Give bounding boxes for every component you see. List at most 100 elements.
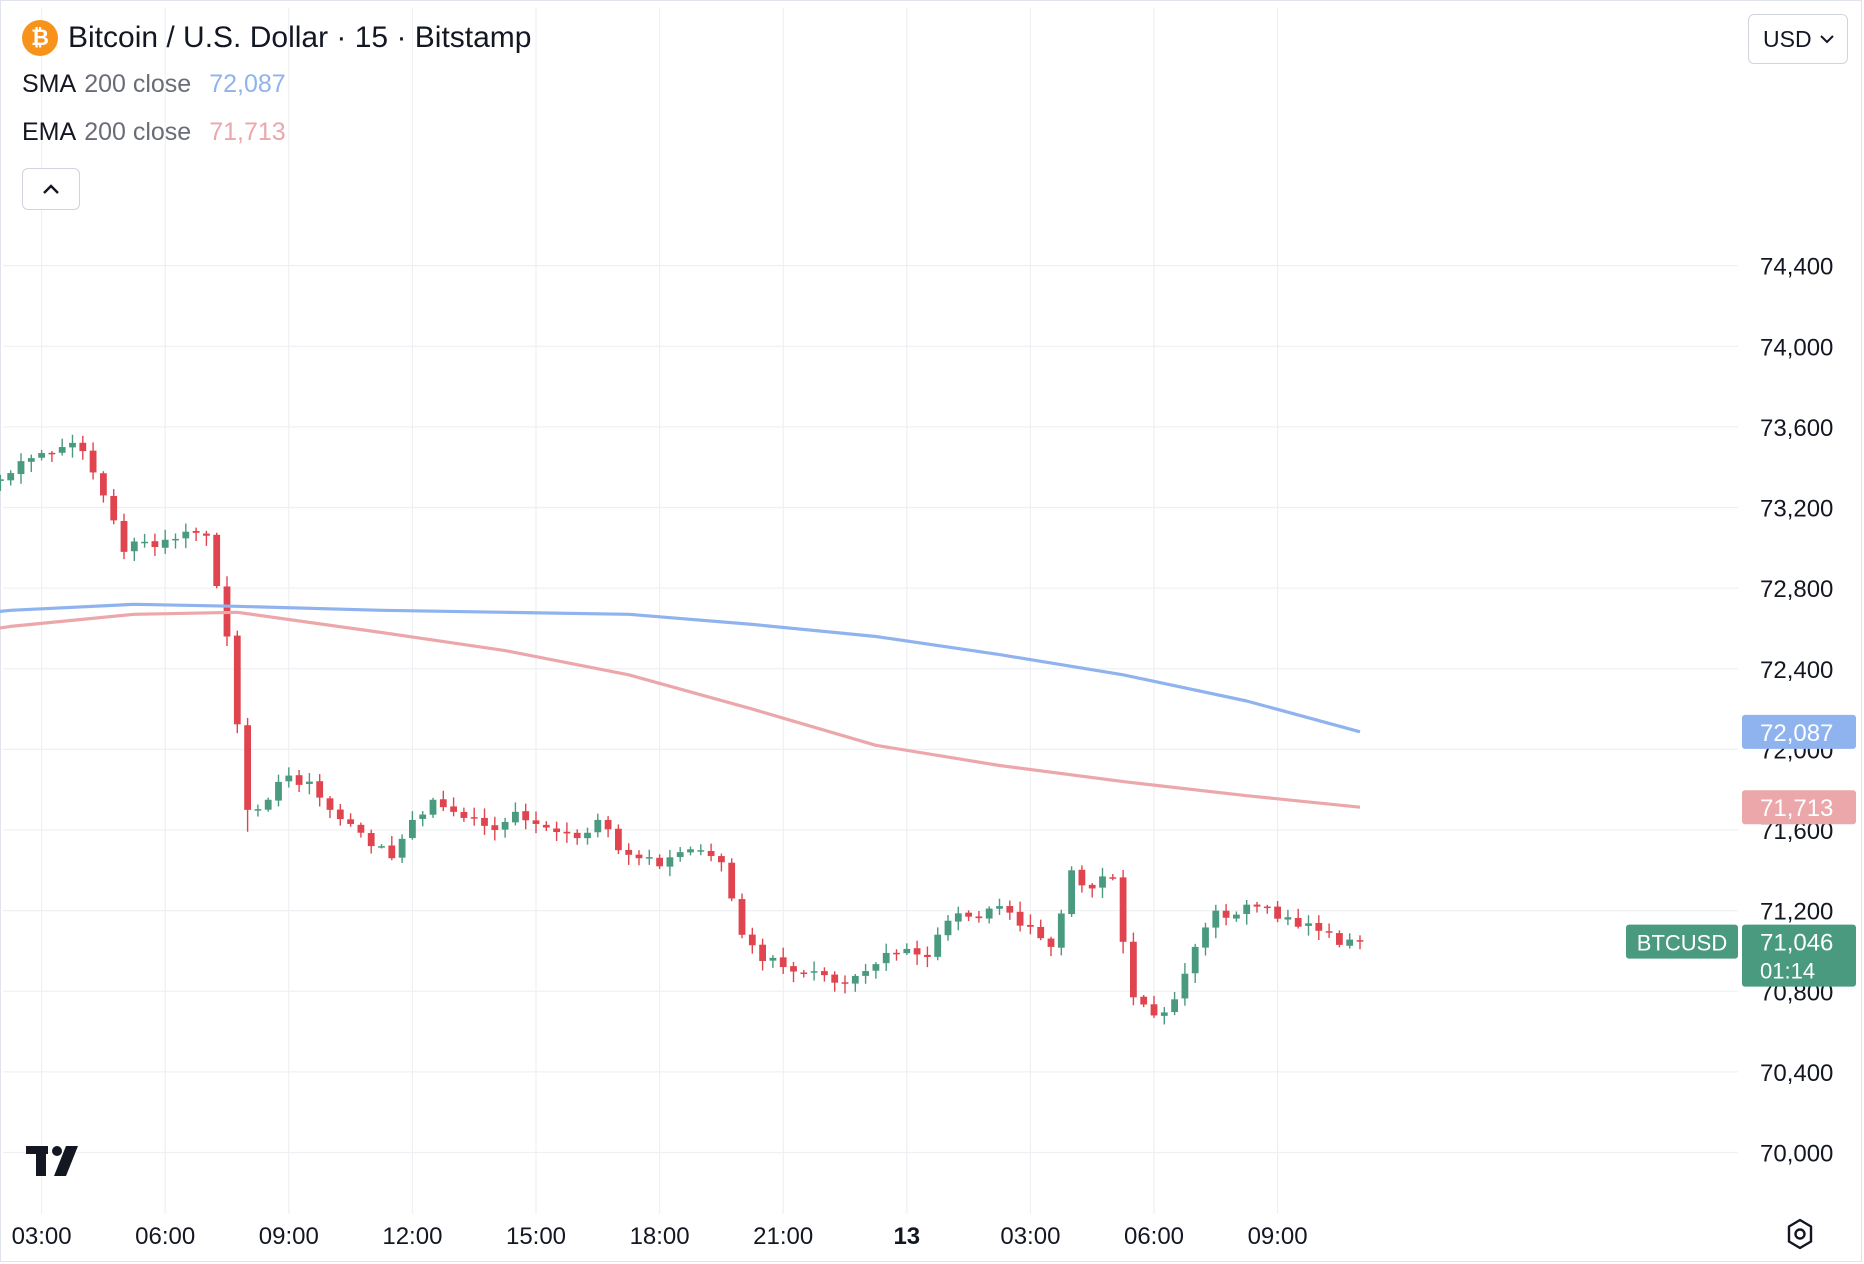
candle-body: [1274, 906, 1281, 919]
symbol-tag-bg: [1626, 924, 1738, 959]
candle-body: [172, 538, 179, 541]
indicator-sma-args: 200 close: [84, 69, 192, 98]
candle-body: [975, 916, 983, 919]
candle-body: [841, 982, 849, 984]
candle-body: [862, 971, 869, 976]
candle-body: [1006, 906, 1014, 913]
candle-body: [306, 781, 313, 784]
candle-body: [573, 832, 581, 839]
time-tick-label: 21:00: [753, 1223, 813, 1250]
price-tick-label: 72,800: [1760, 576, 1833, 603]
candle-body: [676, 852, 684, 858]
candle-body: [481, 817, 488, 826]
candle-body: [1233, 914, 1240, 919]
candle-body: [275, 781, 282, 801]
candle-body: [769, 957, 777, 961]
candle-body: [1336, 933, 1343, 945]
indicator-sma-row[interactable]: SMA 200 close 72,087: [22, 60, 531, 108]
candle-body: [295, 775, 303, 785]
candle-body: [542, 824, 550, 828]
indicator-sma-value: 72,087: [209, 69, 286, 98]
candle-body: [367, 833, 375, 847]
candle-body: [1160, 1012, 1168, 1016]
candle-body: [79, 442, 87, 452]
candle-body: [1346, 939, 1354, 946]
candle-body: [1088, 884, 1096, 889]
tradingview-logo-icon[interactable]: [26, 1146, 88, 1181]
candle-body: [1119, 877, 1127, 942]
candle-body: [965, 912, 972, 917]
candle-body: [1243, 904, 1251, 914]
symbol-title[interactable]: Bitcoin / U.S. Dollar · 15 · Bitstamp: [68, 21, 532, 54]
time-tick-label: 09:00: [1248, 1223, 1308, 1250]
candle-body: [141, 541, 148, 544]
candle-body: [718, 856, 725, 863]
candle-body: [944, 920, 952, 936]
candle-body: [100, 473, 107, 496]
candle-body: [697, 850, 705, 852]
chart-settings-button[interactable]: [1782, 1216, 1818, 1257]
candle-body: [0, 479, 4, 481]
last-price-value: 71,046: [1760, 930, 1833, 957]
indicator-ema-label: EMA: [22, 117, 77, 146]
price-tick-label: 74,400: [1760, 254, 1833, 281]
candle-body: [748, 934, 756, 946]
candle-body: [790, 966, 797, 972]
candle-body: [1356, 940, 1364, 942]
candle-body: [7, 473, 15, 481]
price-tick-label: 73,200: [1760, 496, 1833, 523]
candle-body: [1016, 911, 1024, 926]
candle-body: [738, 899, 746, 935]
candle-body: [398, 838, 406, 858]
candle-body: [1212, 910, 1220, 928]
candle-body: [604, 819, 612, 830]
gear-icon: [1787, 1218, 1813, 1250]
time-tick-label: 18:00: [630, 1223, 690, 1250]
candle-body: [996, 906, 1003, 909]
candle-body: [192, 530, 200, 533]
candle-body: [130, 541, 138, 552]
candle-body: [244, 725, 251, 810]
candle-body: [934, 934, 942, 957]
ema-200-line: [0, 610, 1361, 809]
candle-body: [924, 954, 931, 957]
price-tick-label: 71,200: [1760, 899, 1833, 926]
candle-body: [501, 822, 509, 830]
sma-price-tag: 72,087: [1760, 720, 1833, 747]
candle-body: [851, 975, 859, 984]
currency-select[interactable]: USD: [1748, 14, 1848, 64]
price-tick-label: 74,000: [1760, 334, 1833, 361]
candle-body: [233, 635, 241, 725]
candle-body: [831, 974, 839, 983]
candle-body: [429, 799, 437, 815]
time-tick-label: 15:00: [506, 1223, 566, 1250]
candle-body: [1099, 876, 1106, 888]
time-tick-label: 03:00: [1000, 1223, 1060, 1250]
candle-body: [1222, 910, 1230, 918]
symbol-title-row[interactable]: ₿ Bitcoin / U.S. Dollar · 15 · Bitstamp: [22, 16, 531, 60]
candle-body: [203, 533, 210, 536]
candle-body: [378, 846, 385, 848]
candle-body: [1130, 941, 1137, 998]
candle-body: [594, 819, 602, 833]
price-tick-label: 73,600: [1760, 415, 1833, 442]
candle-body: [357, 824, 365, 833]
candle-body: [1171, 999, 1178, 1013]
candle-body: [584, 832, 591, 839]
candle-body: [882, 952, 890, 964]
candle-body: [69, 442, 76, 448]
candle-body: [563, 831, 571, 834]
collapse-legend-button[interactable]: [22, 168, 80, 210]
candle-body: [645, 857, 653, 859]
candle-body: [470, 817, 478, 819]
candle-body: [1078, 869, 1086, 886]
candle-body: [810, 971, 818, 973]
candle-body: [553, 828, 560, 833]
time-tick-label: 12:00: [382, 1223, 442, 1250]
candle-body: [120, 520, 128, 552]
indicator-ema-row[interactable]: EMA 200 close 71,713: [22, 108, 531, 156]
candle-body: [409, 819, 416, 839]
sma-200-line: [0, 602, 1361, 734]
